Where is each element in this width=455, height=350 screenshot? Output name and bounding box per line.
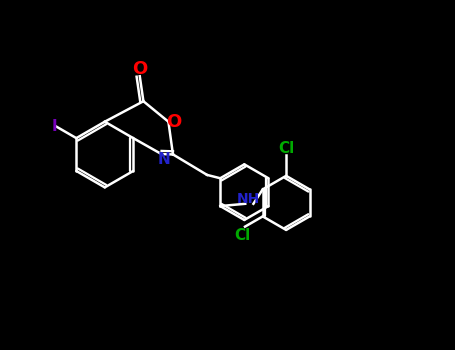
Text: NH: NH [237,192,261,206]
Text: I: I [51,119,57,134]
Text: O: O [166,113,182,131]
Text: Cl: Cl [235,228,251,243]
Text: O: O [132,61,147,78]
Text: Cl: Cl [278,141,294,156]
Text: N: N [157,152,170,167]
